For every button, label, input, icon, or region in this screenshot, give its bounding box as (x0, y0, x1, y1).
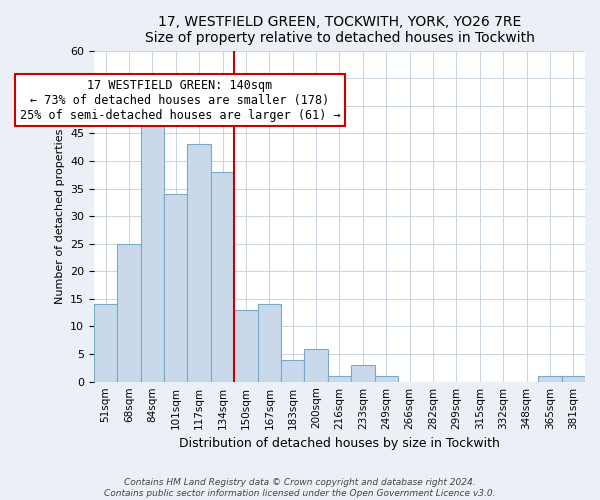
Bar (328, 376, 351, 382)
Bar (538, 376, 562, 382)
Text: 17 WESTFIELD GREEN: 140sqm
← 73% of detached houses are smaller (178)
25% of sem: 17 WESTFIELD GREEN: 140sqm ← 73% of deta… (20, 78, 340, 122)
Bar (281, 360, 304, 382)
Text: Contains HM Land Registry data © Crown copyright and database right 2024.
Contai: Contains HM Land Registry data © Crown c… (104, 478, 496, 498)
Bar (304, 348, 328, 382)
Title: 17, WESTFIELD GREEN, TOCKWITH, YORK, YO26 7RE
Size of property relative to detac: 17, WESTFIELD GREEN, TOCKWITH, YORK, YO2… (145, 15, 535, 45)
Bar (257, 304, 281, 382)
Bar (118, 244, 141, 382)
Bar (94, 304, 118, 382)
Bar (187, 144, 211, 382)
Bar (562, 376, 585, 382)
Bar (141, 117, 164, 382)
Bar (164, 194, 187, 382)
X-axis label: Distribution of detached houses by size in Tockwith: Distribution of detached houses by size … (179, 437, 500, 450)
Bar (351, 365, 374, 382)
Bar (211, 172, 234, 382)
Bar (374, 376, 398, 382)
Bar (234, 310, 257, 382)
Y-axis label: Number of detached properties: Number of detached properties (55, 128, 65, 304)
